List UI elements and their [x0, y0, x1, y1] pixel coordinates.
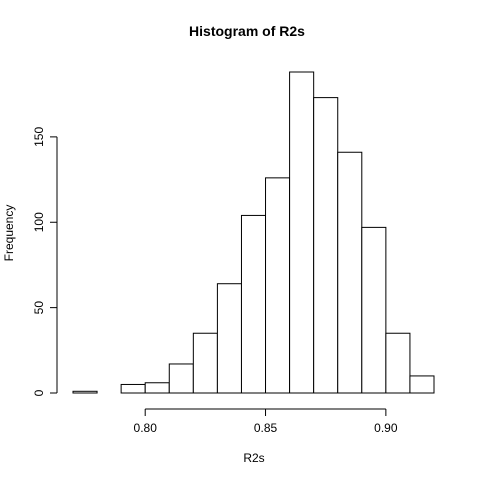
histogram-bar-6: [216, 283, 242, 394]
histogram-bar-12: [361, 226, 387, 394]
histogram-bar-8: [265, 177, 291, 394]
y-tick-label-3: 150: [32, 127, 46, 147]
x-tick-label-1: 0.85: [254, 421, 278, 435]
y-tick-label-0: 0: [32, 389, 46, 396]
y-axis-label: Frequency: [2, 205, 16, 262]
histogram-bar-4: [168, 363, 194, 394]
histogram-bar-7: [240, 214, 267, 394]
bars-group: [72, 71, 435, 394]
histogram-bar-2: [120, 383, 146, 394]
histogram-bar-10: [313, 97, 339, 394]
x-tick-label-2: 0.90: [374, 421, 398, 435]
histogram-bar-9: [289, 71, 315, 394]
x-tick-label-0: 0.80: [134, 421, 158, 435]
histogram-bar-14: [409, 375, 435, 394]
histogram-bar-5: [192, 332, 218, 394]
x-axis-label: R2s: [243, 451, 264, 465]
histogram-bar-0: [72, 390, 98, 394]
y-tick-label-1: 50: [32, 301, 46, 315]
x-axis: 0.80 0.85 0.90: [134, 408, 398, 435]
y-axis: 0 50 100 150: [32, 127, 58, 396]
histogram-bar-13: [385, 332, 411, 394]
histogram-bar-3: [144, 382, 170, 394]
chart-title: Histogram of R2s: [189, 23, 305, 39]
y-tick-label-2: 100: [32, 212, 46, 232]
histogram-bar-11: [337, 151, 363, 394]
